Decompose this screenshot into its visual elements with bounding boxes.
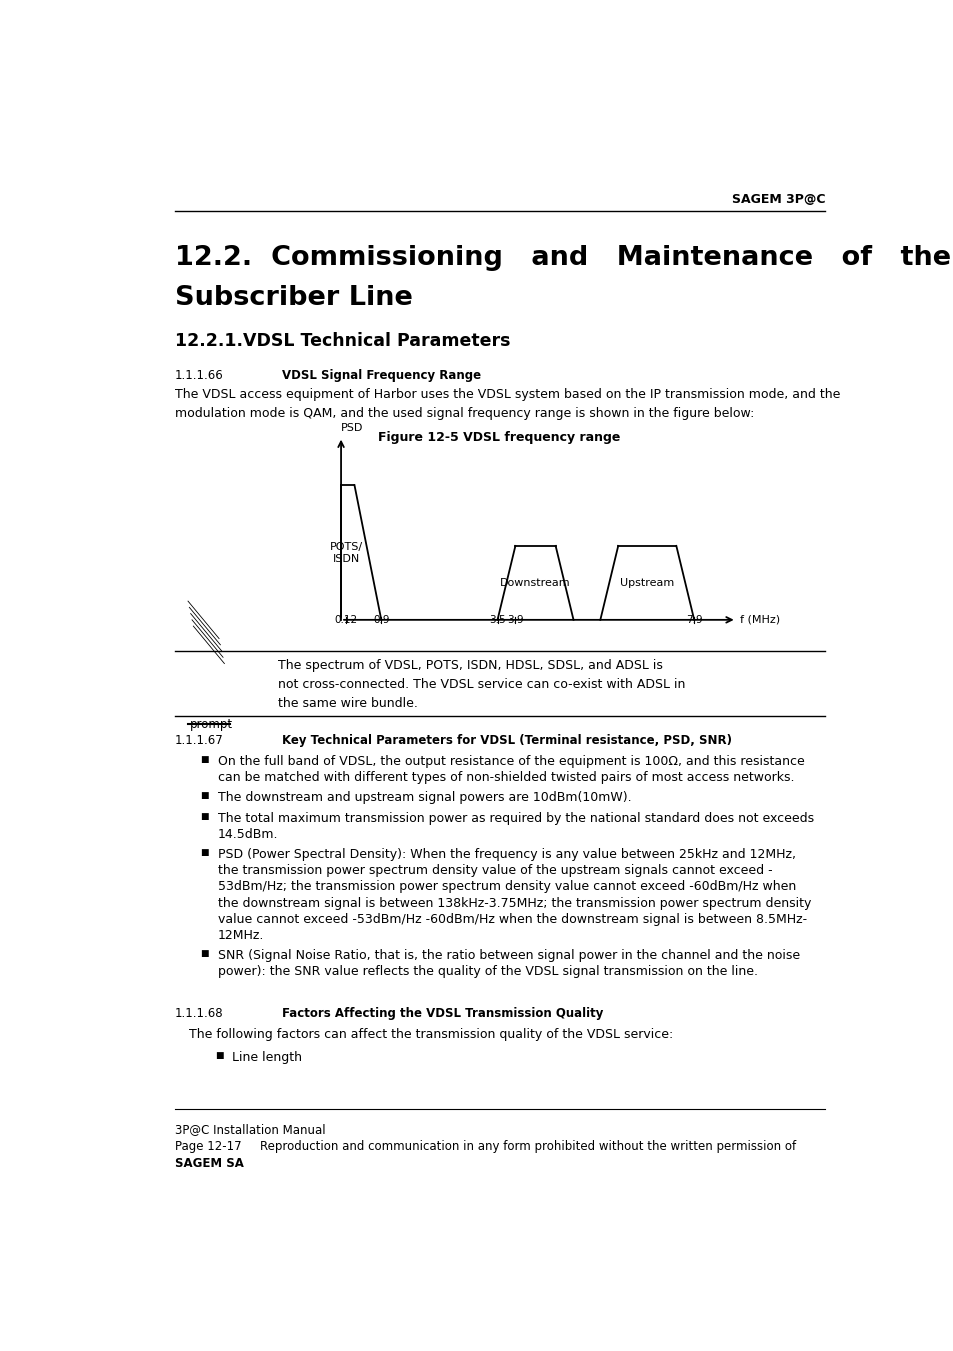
- Text: power): the SNR value reflects the quality of the VDSL signal transmission on th: power): the SNR value reflects the quali…: [217, 965, 757, 978]
- Text: The spectrum of VDSL, POTS, ISDN, HDSL, SDSL, and ADSL is: The spectrum of VDSL, POTS, ISDN, HDSL, …: [278, 659, 662, 673]
- Text: PSD: PSD: [341, 423, 363, 432]
- Text: 1.1.1.66: 1.1.1.66: [174, 369, 223, 382]
- Text: The following factors can affect the transmission quality of the VDSL service:: The following factors can affect the tra…: [190, 1028, 673, 1042]
- Text: Line length: Line length: [233, 1051, 302, 1065]
- Text: On the full band of VDSL, the output resistance of the equipment is 100Ω, and th: On the full band of VDSL, the output res…: [217, 755, 803, 769]
- Text: the downstream signal is between 138kHz-3.75MHz; the transmission power spectrum: the downstream signal is between 138kHz-…: [217, 897, 810, 909]
- Text: Subscriber Line: Subscriber Line: [174, 285, 412, 311]
- Text: 3.9: 3.9: [507, 615, 523, 624]
- Text: 1.1.1.67: 1.1.1.67: [174, 735, 223, 747]
- Text: prompt: prompt: [190, 717, 233, 731]
- Text: 53dBm/Hz; the transmission power spectrum density value cannot exceed -60dBm/Hz : 53dBm/Hz; the transmission power spectru…: [217, 881, 795, 893]
- Text: Reproduction and communication in any form prohibited without the written permis: Reproduction and communication in any fo…: [259, 1140, 795, 1152]
- Text: 3.5: 3.5: [489, 615, 505, 624]
- Text: modulation mode is QAM, and the used signal frequency range is shown in the figu: modulation mode is QAM, and the used sig…: [174, 407, 753, 420]
- Text: 7.9: 7.9: [685, 615, 701, 624]
- Text: SNR (Signal Noise Ratio, that is, the ratio between signal power in the channel : SNR (Signal Noise Ratio, that is, the ra…: [217, 950, 799, 962]
- Text: 12.2.1.VDSL Technical Parameters: 12.2.1.VDSL Technical Parameters: [174, 332, 510, 350]
- Text: 1.1.1.68: 1.1.1.68: [174, 1008, 223, 1020]
- Text: the transmission power spectrum density value of the upstream signals cannot exc: the transmission power spectrum density …: [217, 865, 771, 877]
- Text: VDSL Signal Frequency Range: VDSL Signal Frequency Range: [281, 369, 480, 382]
- Text: Page 12-17: Page 12-17: [174, 1140, 241, 1152]
- Text: SAGEM SA: SAGEM SA: [174, 1156, 243, 1170]
- Text: ISDN: ISDN: [333, 554, 359, 565]
- Text: The VDSL access equipment of Harbor uses the VDSL system based on the IP transmi: The VDSL access equipment of Harbor uses…: [174, 388, 840, 401]
- Text: 0.12: 0.12: [335, 615, 357, 624]
- Text: ■: ■: [200, 792, 209, 801]
- Text: ■: ■: [215, 1051, 224, 1061]
- Text: Downstream: Downstream: [499, 578, 570, 588]
- Text: Key Technical Parameters for VDSL (Terminal resistance, PSD, SNR): Key Technical Parameters for VDSL (Termi…: [281, 735, 731, 747]
- Text: the same wire bundle.: the same wire bundle.: [278, 697, 417, 709]
- Text: not cross-connected. The VDSL service can co-exist with ADSL in: not cross-connected. The VDSL service ca…: [278, 678, 685, 692]
- Text: The downstream and upstream signal powers are 10dBm(10mW).: The downstream and upstream signal power…: [217, 792, 631, 804]
- Text: ■: ■: [200, 755, 209, 765]
- Text: SAGEM 3P@C: SAGEM 3P@C: [731, 193, 824, 207]
- Text: Upstream: Upstream: [619, 578, 674, 588]
- Text: f (MHz): f (MHz): [740, 615, 780, 626]
- Text: can be matched with different types of non-shielded twisted pairs of most access: can be matched with different types of n…: [217, 771, 793, 784]
- Text: value cannot exceed -53dBm/Hz -60dBm/Hz when the downstream signal is between 8.: value cannot exceed -53dBm/Hz -60dBm/Hz …: [217, 913, 806, 925]
- Text: 14.5dBm.: 14.5dBm.: [217, 828, 277, 840]
- Text: 3P@C Installation Manual: 3P@C Installation Manual: [174, 1123, 325, 1136]
- Text: 12MHz.: 12MHz.: [217, 928, 264, 942]
- Text: ■: ■: [200, 812, 209, 821]
- Text: ■: ■: [200, 848, 209, 857]
- Text: The total maximum transmission power as required by the national standard does n: The total maximum transmission power as …: [217, 812, 813, 824]
- Text: 0.9: 0.9: [373, 615, 389, 624]
- Text: PSD (Power Spectral Density): When the frequency is any value between 25kHz and : PSD (Power Spectral Density): When the f…: [217, 848, 795, 861]
- Text: POTS/: POTS/: [330, 542, 362, 553]
- Text: ■: ■: [200, 950, 209, 958]
- Text: Figure 12-5 VDSL frequency range: Figure 12-5 VDSL frequency range: [377, 431, 619, 443]
- Text: Factors Affecting the VDSL Transmission Quality: Factors Affecting the VDSL Transmission …: [281, 1008, 602, 1020]
- Text: 12.2.  Commissioning   and   Maintenance   of   the   VDSL: 12.2. Commissioning and Maintenance of t…: [174, 246, 953, 272]
